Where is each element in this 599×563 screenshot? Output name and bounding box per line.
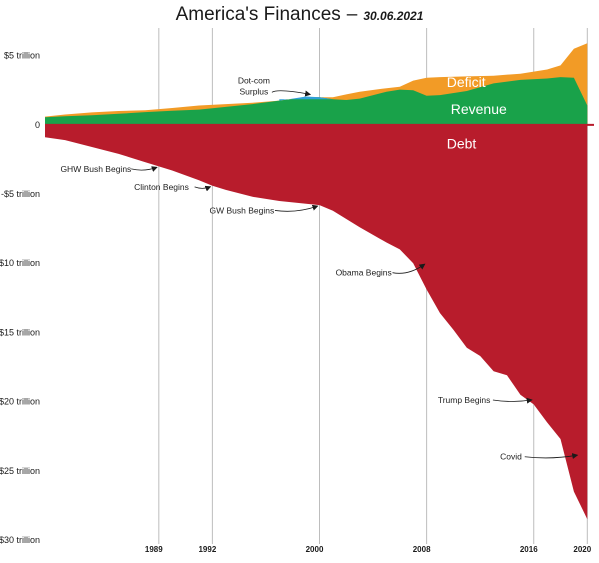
x-tick-label: 2000 — [306, 545, 324, 554]
annotation-arrow — [524, 453, 579, 460]
chart-title: America's Finances — [175, 4, 341, 25]
annotation-label: Obama Begins — [336, 268, 392, 278]
annotation-label: Trump Begins — [438, 395, 491, 405]
revenue-area — [45, 77, 588, 125]
x-tick-label: 2008 — [413, 545, 431, 554]
surplus-note-line: Dot-com — [238, 75, 270, 85]
annotation-arrow — [274, 204, 319, 212]
y-tick-label: -$25 trillion — [0, 466, 40, 476]
y-axis-ticks: $5 trillion 0 -$5 trillion -$10 trillion -$1… — [0, 51, 40, 545]
y-tick-label: -$30 trillion — [0, 535, 40, 545]
y-tick-label: -$10 trillion — [0, 258, 40, 268]
surplus-note-arrow — [271, 90, 312, 97]
area-labels: Deficit Revenue Debt — [447, 74, 507, 152]
annotation-label: GHW Bush Begins — [60, 164, 131, 174]
debt-area — [45, 124, 588, 520]
annotation-label: GW Bush Begins — [209, 205, 274, 215]
y-tick-label: $5 trillion — [4, 51, 40, 61]
revenue-area-label: Revenue — [451, 101, 507, 117]
area-series — [45, 43, 588, 520]
annotation-arrow — [492, 397, 533, 404]
x-tick-label: 1992 — [198, 545, 216, 554]
x-tick-label: 2016 — [520, 545, 538, 554]
x-tick-label: 1989 — [145, 545, 163, 554]
annotation-arrow — [194, 185, 212, 192]
x-axis-ticks: 1989 1992 2000 2008 2016 2020 — [145, 545, 592, 554]
surplus-area — [279, 96, 333, 101]
y-tick-label: -$20 trillion — [0, 397, 40, 407]
annotation-arrow — [131, 166, 158, 172]
annotation-label: Clinton Begins — [134, 182, 189, 192]
debt-area-label: Debt — [447, 135, 477, 151]
y-tick-label: 0 — [35, 120, 40, 130]
x-tick-label: 2020 — [573, 545, 591, 554]
chart-date: 30.06.2021 — [363, 9, 424, 23]
y-tick-label: -$5 trillion — [1, 189, 40, 199]
surplus-note-line: Surplus — [239, 86, 268, 96]
title-separator: – — [346, 4, 358, 25]
deficit-area-label: Deficit — [447, 74, 486, 90]
annotation-label: Covid — [500, 452, 522, 462]
annotation-arrow — [392, 263, 426, 274]
chart-title-block: America's Finances –30.06.2021 — [0, 4, 599, 26]
y-tick-label: -$15 trillion — [0, 327, 40, 337]
